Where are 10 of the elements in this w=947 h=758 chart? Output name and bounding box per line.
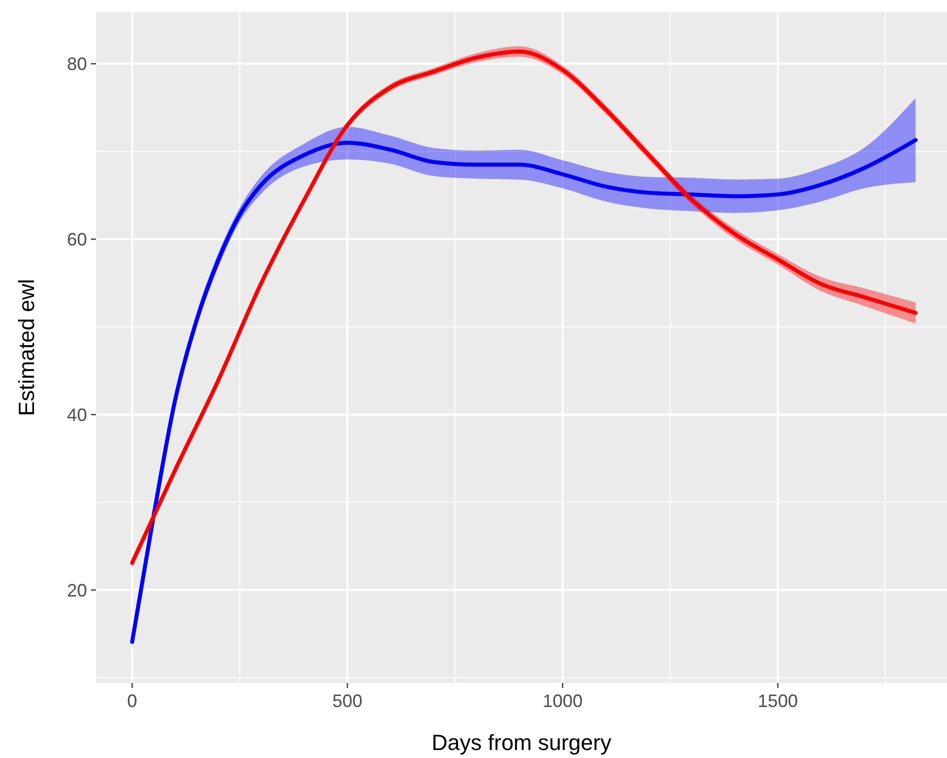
y-tick-label: 40 <box>66 404 87 425</box>
x-tick-label: 0 <box>127 691 138 711</box>
y-axis-title: Estimated ewl <box>14 279 39 416</box>
y-tick-label: 60 <box>66 229 87 250</box>
y-tick-label: 20 <box>66 580 87 600</box>
x-tick-label: 1000 <box>542 691 583 711</box>
x-tick-label: 500 <box>332 691 362 711</box>
x-tick-label: 1500 <box>758 691 798 711</box>
x-axis-title: Days from surgery <box>432 730 612 755</box>
y-tick-label: 80 <box>66 54 87 74</box>
